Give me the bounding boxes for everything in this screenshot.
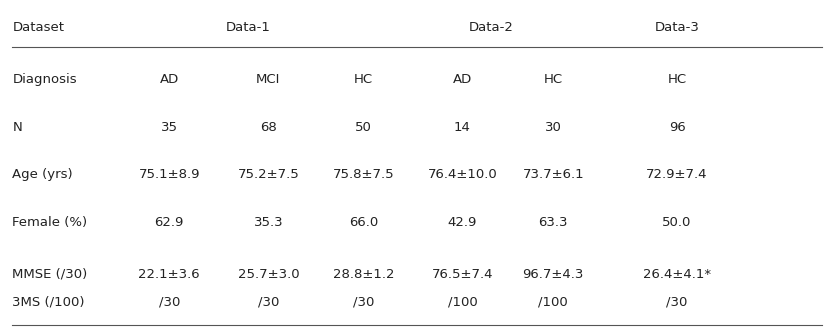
- Text: 35: 35: [161, 121, 178, 133]
- Text: Diagnosis: Diagnosis: [13, 73, 77, 86]
- Text: /30: /30: [258, 296, 279, 309]
- Text: /100: /100: [448, 296, 477, 309]
- Text: Data-1: Data-1: [225, 20, 270, 34]
- Text: 75.8±7.5: 75.8±7.5: [333, 168, 394, 181]
- Text: HC: HC: [667, 73, 686, 86]
- Text: 26.4±4.1*: 26.4±4.1*: [643, 268, 711, 281]
- Text: AD: AD: [453, 73, 472, 86]
- Text: 76.4±10.0: 76.4±10.0: [428, 168, 497, 181]
- Text: /30: /30: [666, 296, 688, 309]
- Text: 73.7±6.1: 73.7±6.1: [522, 168, 584, 181]
- Text: 30: 30: [545, 121, 561, 133]
- Text: 62.9: 62.9: [154, 216, 184, 228]
- Text: 63.3: 63.3: [539, 216, 568, 228]
- Text: 66.0: 66.0: [349, 216, 378, 228]
- Text: N: N: [13, 121, 23, 133]
- Text: Female (%): Female (%): [13, 216, 88, 228]
- Text: 72.9±7.4: 72.9±7.4: [646, 168, 708, 181]
- Text: 42.9: 42.9: [448, 216, 477, 228]
- Text: 3MS (/100): 3MS (/100): [13, 296, 85, 309]
- Text: Age (yrs): Age (yrs): [13, 168, 73, 181]
- Text: Data-2: Data-2: [469, 20, 514, 34]
- Text: HC: HC: [354, 73, 373, 86]
- Text: 75.1±8.9: 75.1±8.9: [138, 168, 200, 181]
- Text: 76.5±7.4: 76.5±7.4: [432, 268, 493, 281]
- Text: 22.1±3.6: 22.1±3.6: [138, 268, 200, 281]
- Text: 25.7±3.0: 25.7±3.0: [238, 268, 299, 281]
- Text: Data-3: Data-3: [655, 20, 700, 34]
- Text: 68: 68: [260, 121, 277, 133]
- Text: 14: 14: [454, 121, 471, 133]
- Text: /100: /100: [539, 296, 568, 309]
- Text: 96: 96: [669, 121, 686, 133]
- Text: MCI: MCI: [256, 73, 280, 86]
- Text: AD: AD: [159, 73, 179, 86]
- Text: 50.0: 50.0: [662, 216, 691, 228]
- Text: 35.3: 35.3: [254, 216, 284, 228]
- Text: 50: 50: [355, 121, 372, 133]
- Text: Dataset: Dataset: [13, 20, 64, 34]
- Text: 75.2±7.5: 75.2±7.5: [238, 168, 299, 181]
- Text: HC: HC: [544, 73, 563, 86]
- Text: /30: /30: [158, 296, 180, 309]
- Text: 28.8±1.2: 28.8±1.2: [333, 268, 394, 281]
- Text: /30: /30: [353, 296, 374, 309]
- Text: MMSE (/30): MMSE (/30): [13, 268, 88, 281]
- Text: 96.7±4.3: 96.7±4.3: [523, 268, 584, 281]
